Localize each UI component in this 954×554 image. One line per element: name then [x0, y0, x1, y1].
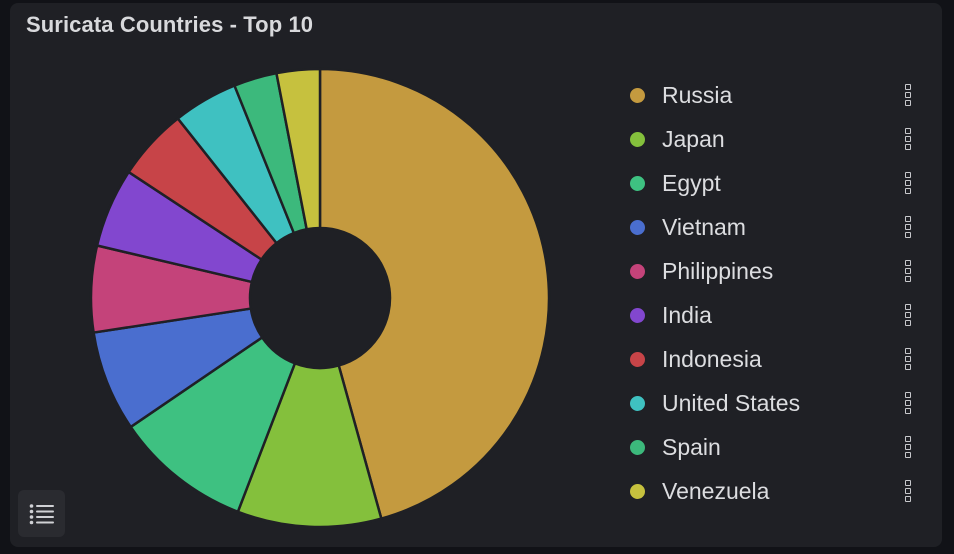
- legend-swatch: [630, 87, 645, 103]
- kebab-icon[interactable]: [904, 392, 911, 414]
- legend-swatch: [630, 483, 645, 499]
- legend-item-indonesia[interactable]: Indonesia: [628, 337, 918, 381]
- legend-label: Philippines: [662, 257, 774, 284]
- kebab-icon[interactable]: [904, 216, 911, 238]
- legend-label: Russia: [662, 81, 733, 108]
- slice-venezuela[interactable]: [275, 67, 322, 231]
- legend-swatch: [630, 175, 645, 191]
- legend-swatch: [630, 439, 645, 455]
- kebab-icon[interactable]: [904, 304, 911, 326]
- donut-chart: [89, 67, 551, 529]
- legend-swatch: [630, 131, 645, 147]
- legend-label: India: [662, 301, 712, 328]
- kebab-icon[interactable]: [904, 172, 911, 194]
- kebab-icon[interactable]: [904, 480, 911, 502]
- slice-russia[interactable]: [318, 67, 551, 520]
- legend-label: Spain: [662, 433, 721, 460]
- legend-swatch: [630, 263, 645, 279]
- legend-label: Egypt: [662, 169, 721, 196]
- kebab-icon[interactable]: [904, 348, 911, 370]
- legend-item-vietnam[interactable]: Vietnam: [628, 205, 918, 249]
- legend-item-spain[interactable]: Spain: [628, 425, 918, 469]
- chart-panel: Suricata Countries - Top 10 Russia Japan E…: [10, 3, 942, 547]
- slice-japan[interactable]: [236, 362, 383, 529]
- chart-legend: Russia Japan Egypt Vietnam Philippines India I…: [628, 73, 918, 513]
- list-icon: [29, 503, 54, 524]
- legend-label: Venezuela: [662, 477, 770, 504]
- legend-swatch: [630, 395, 645, 411]
- legend-item-egypt[interactable]: Egypt: [628, 161, 918, 205]
- panel-title: Suricata Countries - Top 10: [26, 12, 314, 37]
- legend-item-japan[interactable]: Japan: [628, 117, 918, 161]
- legend-toggle-button[interactable]: [18, 490, 65, 537]
- kebab-icon[interactable]: [904, 260, 911, 282]
- legend-label: Japan: [662, 125, 725, 152]
- legend-item-philippines[interactable]: Philippines: [628, 249, 918, 293]
- legend-swatch: [630, 351, 645, 367]
- legend-item-venezuela[interactable]: Venezuela: [628, 469, 918, 513]
- legend-swatch: [630, 307, 645, 323]
- legend-item-united-states[interactable]: United States: [628, 381, 918, 425]
- legend-swatch: [630, 219, 645, 235]
- kebab-icon[interactable]: [904, 128, 911, 150]
- kebab-icon[interactable]: [904, 84, 911, 106]
- slice-egypt[interactable]: [129, 336, 297, 514]
- legend-label: Vietnam: [662, 213, 746, 240]
- kebab-icon[interactable]: [904, 436, 911, 458]
- legend-item-russia[interactable]: Russia: [628, 73, 918, 117]
- legend-label: Indonesia: [662, 345, 762, 372]
- legend-label: United States: [662, 389, 801, 416]
- legend-item-india[interactable]: India: [628, 293, 918, 337]
